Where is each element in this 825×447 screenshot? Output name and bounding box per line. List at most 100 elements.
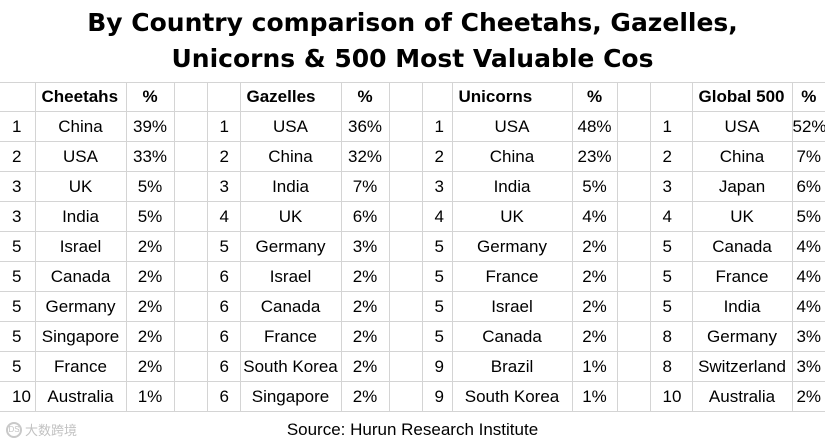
unicorns-country: UK (451, 201, 573, 232)
global500-pct: 4% (791, 231, 825, 262)
unicorns-country: France (451, 261, 573, 292)
header-row: Cheetahs% Gazelles% Unicorns% Global 500% (0, 82, 825, 112)
gazelles-country: India (239, 171, 342, 202)
gazelles-pct: 2% (340, 261, 390, 292)
header-gazelles-pct: % (340, 82, 390, 112)
comparison-table: Cheetahs% Gazelles% Unicorns% Global 500% 1 C… (0, 82, 825, 412)
unicorns-rank: 4 (421, 201, 453, 232)
cheetahs-pct: 33% (125, 141, 175, 172)
cheetahs-rank: 10 (0, 381, 36, 412)
group-spacer (388, 82, 423, 112)
global500-country: India (691, 291, 793, 322)
gazelles-rank: 5 (206, 231, 241, 262)
global500-rank: 4 (649, 201, 693, 232)
gazelles-pct: 36% (340, 111, 390, 142)
global500-pct: 6% (791, 171, 825, 202)
global500-rank: 10 (649, 381, 693, 412)
group-spacer (388, 351, 423, 382)
unicorns-rank: 5 (421, 291, 453, 322)
unicorns-rank: 5 (421, 321, 453, 352)
table-row: 2 USA 33% 2 China 32% 2 China 23% 2 China 7% (0, 141, 825, 172)
unicorns-pct: 23% (571, 141, 618, 172)
group-spacer (388, 201, 423, 232)
group-spacer (173, 261, 208, 292)
unicorns-country: Canada (451, 321, 573, 352)
gazelles-rank: 6 (206, 261, 241, 292)
header-gazelles: Gazelles (239, 82, 342, 112)
header-cheetahs-pct: % (125, 82, 175, 112)
group-spacer (388, 291, 423, 322)
table-row: 5 Singapore 2% 6 France 2% 5 Canada 2% 8 Germany 3% (0, 321, 825, 352)
title-line-2: Unicorns & 500 Most Valuable Cos (171, 44, 654, 73)
cheetahs-rank: 3 (0, 201, 36, 232)
gazelles-pct: 2% (340, 321, 390, 352)
cheetahs-pct: 2% (125, 291, 175, 322)
global500-rank: 2 (649, 141, 693, 172)
gazelles-rank: 1 (206, 111, 241, 142)
title-line-1: By Country comparison of Cheetahs, Gazel… (87, 8, 738, 37)
gazelles-country: Canada (239, 291, 342, 322)
group-spacer (616, 201, 651, 232)
gazelles-country: USA (239, 111, 342, 142)
cheetahs-country: Canada (34, 261, 127, 292)
global500-country: Australia (691, 381, 793, 412)
watermark-text: 大数跨境 (25, 423, 78, 438)
cheetahs-rank: 1 (0, 111, 36, 142)
cheetahs-rank: 5 (0, 351, 36, 382)
group-spacer (616, 111, 651, 142)
global500-rank: 8 (649, 351, 693, 382)
unicorns-country: South Korea (451, 381, 573, 412)
header-global500: Global 500 (691, 82, 793, 112)
group-spacer (388, 171, 423, 202)
global500-country: UK (691, 201, 793, 232)
unicorns-pct: 5% (571, 171, 618, 202)
group-spacer (616, 381, 651, 412)
unicorns-rank: 1 (421, 111, 453, 142)
table-row: 5 Israel 2% 5 Germany 3% 5 Germany 2% 5 Canada 4% (0, 231, 825, 262)
group-spacer (173, 141, 208, 172)
gazelles-pct: 2% (340, 351, 390, 382)
global500-country: Japan (691, 171, 793, 202)
unicorns-country: China (451, 141, 573, 172)
gazelles-rank: 4 (206, 201, 241, 232)
table-row: 10 Australia 1% 6 Singapore 2% 9 South Korea 1% 1… (0, 381, 825, 412)
global500-pct: 52% (791, 111, 825, 142)
cheetahs-pct: 2% (125, 351, 175, 382)
global500-pct: 5% (791, 201, 825, 232)
cheetahs-country: France (34, 351, 127, 382)
unicorns-country: USA (451, 111, 573, 142)
gazelles-country: China (239, 141, 342, 172)
group-spacer (616, 261, 651, 292)
unicorns-country: Brazil (451, 351, 573, 382)
unicorns-pct: 2% (571, 321, 618, 352)
unicorns-rank: 5 (421, 231, 453, 262)
global500-rank: 1 (649, 111, 693, 142)
unicorns-country: India (451, 171, 573, 202)
gazelles-country: Germany (239, 231, 342, 262)
group-spacer (173, 381, 208, 412)
table-row: 5 France 2% 6 South Korea 2% 9 Brazil 1% 8 Switzer… (0, 351, 825, 382)
cheetahs-country: India (34, 201, 127, 232)
gazelles-country: UK (239, 201, 342, 232)
group-spacer (388, 141, 423, 172)
gazelles-rank: 6 (206, 291, 241, 322)
global500-rank: 5 (649, 261, 693, 292)
group-spacer (616, 291, 651, 322)
global500-pct: 3% (791, 351, 825, 382)
gazelles-rank: 6 (206, 321, 241, 352)
cheetahs-pct: 39% (125, 111, 175, 142)
unicorns-pct: 1% (571, 381, 618, 412)
global500-country: France (691, 261, 793, 292)
group-spacer (173, 321, 208, 352)
gazelles-country: France (239, 321, 342, 352)
gazelles-pct: 2% (340, 381, 390, 412)
gazelles-rank: 3 (206, 171, 241, 202)
unicorns-pct: 2% (571, 291, 618, 322)
group-spacer (616, 231, 651, 262)
gazelles-rank: 6 (206, 351, 241, 382)
group-spacer (173, 231, 208, 262)
header-rank-spacer (206, 82, 241, 112)
group-spacer (173, 82, 208, 112)
group-spacer (388, 381, 423, 412)
unicorns-rank: 3 (421, 171, 453, 202)
